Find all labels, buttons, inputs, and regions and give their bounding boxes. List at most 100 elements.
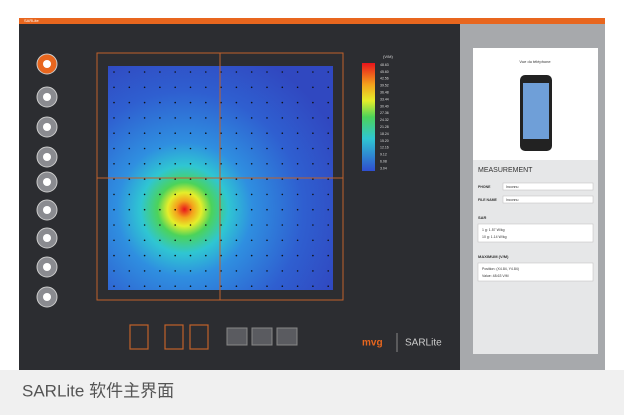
- grid-dot: [220, 193, 222, 196]
- grid-dot: [128, 86, 131, 89]
- grid-dot: [220, 270, 222, 272]
- grid-dot: [235, 254, 238, 257]
- grid-dot: [266, 147, 268, 150]
- grid-dot: [250, 178, 253, 180]
- grid-dot: [327, 132, 330, 134]
- grid-dot: [281, 86, 284, 89]
- grid-dot: [327, 254, 330, 257]
- grid-dot: [281, 285, 284, 288]
- grid-dot: [312, 101, 314, 104]
- grid-dot: [327, 270, 330, 272]
- phone-view-title: Vue du téléphone: [519, 59, 551, 64]
- colorbar-label: 21.28: [380, 125, 389, 129]
- grid-dot: [220, 239, 222, 242]
- grid-dot: [250, 270, 253, 272]
- max-position: Position: (X4.84, Y4.84): [482, 267, 519, 271]
- grid-dot: [312, 285, 314, 288]
- grid-dot: [250, 147, 253, 150]
- layout-buttons: [226, 327, 298, 346]
- grid-dot: [235, 71, 238, 73]
- grid-dot: [159, 178, 161, 180]
- grid-dot: [235, 193, 238, 196]
- sar-box: [477, 223, 594, 243]
- grid-dot: [159, 132, 161, 134]
- grid-dot: [296, 163, 299, 165]
- colorbar-label: 39.52: [380, 84, 389, 88]
- grid-dot: [327, 86, 330, 89]
- colorbar-label: 3.04: [380, 166, 387, 170]
- grid-dot: [174, 163, 176, 165]
- max-title: MAXIMUM (V/M): [478, 254, 509, 259]
- grid-dot: [189, 86, 192, 89]
- layout-button[interactable]: [251, 327, 273, 346]
- file-field[interactable]: [502, 195, 594, 204]
- grid-dot: [113, 147, 115, 150]
- view-buttons: [129, 324, 209, 350]
- grid-dot: [143, 254, 146, 257]
- grid-dot: [174, 193, 176, 196]
- colorbar-label: 27.36: [380, 111, 389, 115]
- colorbar-labels: 48.63 45.60 42.56 39.52 36.48 33.44 30.40 27.36…: [380, 63, 389, 171]
- grid-dot: [327, 224, 330, 226]
- grid-dot: [327, 239, 330, 242]
- brand-product: SARLite: [405, 338, 442, 349]
- grid-dot: [205, 254, 207, 257]
- grid-dot: [296, 193, 299, 196]
- sar-1g: 1 g: 1.57 W/kg: [482, 228, 505, 232]
- grid-dot: [159, 147, 161, 150]
- layout-button[interactable]: [226, 327, 248, 346]
- grid-dot: [296, 285, 299, 288]
- grid-dot: [281, 208, 284, 211]
- 3d-view-button[interactable]: [164, 324, 184, 350]
- grid-dot: [312, 71, 314, 73]
- grid-dot: [159, 208, 161, 211]
- grid-dot: [250, 117, 253, 119]
- grid-dot: [312, 163, 314, 165]
- grid-dot: [189, 163, 192, 165]
- grid-dot: [296, 86, 299, 89]
- layout-button[interactable]: [276, 327, 298, 346]
- grid-dot: [159, 101, 161, 104]
- grid-dot: [266, 178, 268, 180]
- grid-dot: [296, 270, 299, 272]
- grid-dot: [312, 254, 314, 257]
- grid-dot: [205, 270, 207, 272]
- grid-dot: [235, 239, 238, 242]
- grid-dot: [174, 101, 176, 104]
- grid-dot: [296, 208, 299, 211]
- grid-dot: [189, 147, 192, 150]
- grid-dot: [128, 270, 131, 272]
- grid-dot: [296, 239, 299, 242]
- grid-dot: [327, 71, 330, 73]
- grid-dot: [250, 101, 253, 104]
- phone-view-button[interactable]: [129, 324, 149, 350]
- file-label: FILE NAME: [478, 198, 498, 202]
- grid-dot: [174, 178, 176, 180]
- rotate-button[interactable]: [189, 324, 209, 350]
- phone-field[interactable]: [502, 182, 594, 191]
- grid-dot: [143, 101, 146, 104]
- colorbar-label: 9.12: [380, 153, 387, 157]
- brand-logo: mvg: [362, 338, 383, 349]
- grid-dot: [143, 239, 146, 242]
- tool-icon: [43, 60, 51, 68]
- grid-dot: [113, 117, 115, 119]
- grid-dot: [296, 132, 299, 134]
- grid-dot: [220, 224, 222, 226]
- grid-dot: [296, 254, 299, 257]
- grid-dot: [143, 285, 146, 288]
- grid-dot: [189, 239, 192, 242]
- grid-dot: [312, 224, 314, 226]
- grid-dot: [189, 254, 192, 257]
- grid-dot: [159, 270, 161, 272]
- grid-dot: [205, 239, 207, 242]
- grid-dot: [312, 208, 314, 211]
- grid-dot: [266, 86, 268, 89]
- grid-dot: [266, 132, 268, 134]
- colorbar-label: 30.40: [380, 104, 389, 108]
- phone-label: PHONE: [478, 185, 491, 189]
- grid-dot: [296, 101, 299, 104]
- colorbar-label: 48.63: [380, 63, 389, 67]
- grid-dot: [205, 193, 207, 196]
